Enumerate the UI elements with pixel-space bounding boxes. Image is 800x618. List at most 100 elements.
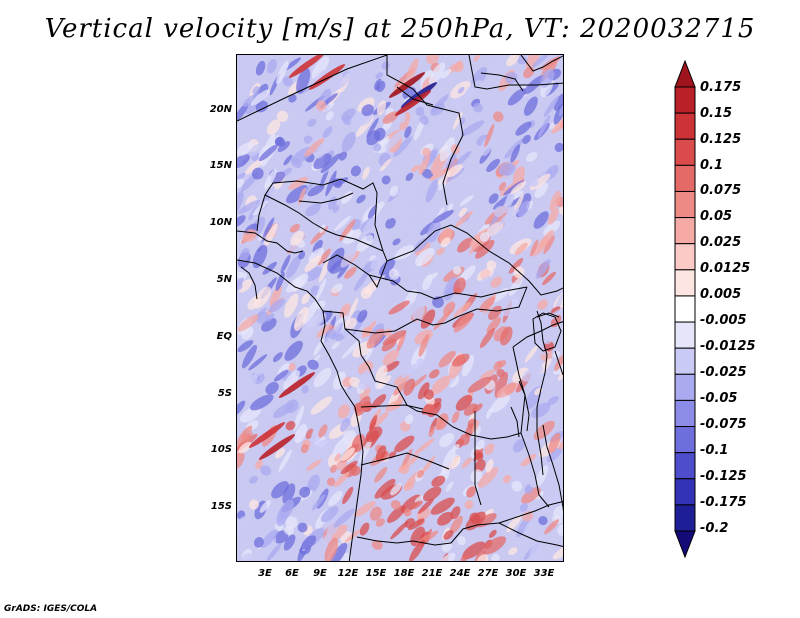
velocity-blob — [294, 424, 308, 444]
velocity-blob — [507, 88, 526, 106]
velocity-blob — [275, 448, 286, 459]
colorbar-label: 0.025 — [700, 235, 742, 250]
velocity-blob — [269, 285, 282, 307]
velocity-blob — [250, 89, 270, 106]
velocity-blob — [333, 472, 350, 488]
velocity-blob — [329, 542, 348, 561]
velocity-blob — [480, 136, 494, 156]
colorbar-cell — [674, 269, 696, 297]
velocity-blob — [274, 136, 284, 146]
velocity-blob — [357, 309, 368, 323]
velocity-blob — [275, 271, 285, 291]
colorbar-cell — [674, 347, 696, 375]
colorbar — [674, 60, 696, 558]
velocity-blob — [429, 167, 449, 181]
velocity-blob — [244, 156, 266, 175]
velocity-blob — [403, 188, 417, 201]
velocity-blob — [496, 382, 519, 398]
velocity-blob — [324, 537, 339, 561]
velocity-blob — [382, 349, 399, 366]
velocity-blob — [341, 327, 353, 339]
colorbar-cell — [674, 243, 696, 271]
velocity-blob — [502, 297, 525, 317]
velocity-blob — [405, 328, 419, 342]
velocity-blob — [383, 328, 392, 337]
velocity-blob — [324, 302, 334, 312]
colorbar-label: -0.0125 — [700, 339, 756, 354]
velocity-blob — [283, 534, 296, 551]
velocity-blob — [338, 151, 348, 161]
velocity-blob — [482, 536, 507, 555]
velocity-blob — [379, 158, 392, 172]
velocity-blob — [369, 506, 382, 521]
velocity-blob — [498, 208, 520, 225]
velocity-blob — [251, 167, 264, 180]
colorbar-label: -0.05 — [700, 391, 738, 406]
velocity-blob — [273, 530, 289, 544]
velocity-blob — [325, 485, 340, 498]
velocity-blob — [446, 481, 454, 492]
velocity-blob — [455, 394, 473, 411]
velocity-blob — [349, 377, 361, 388]
velocity-blob — [399, 302, 413, 319]
velocity-blob — [252, 86, 260, 95]
velocity-blob — [381, 61, 390, 70]
velocity-blob — [498, 181, 506, 192]
velocity-blob — [318, 424, 328, 438]
velocity-blob — [470, 469, 483, 483]
velocity-blob — [490, 394, 510, 413]
velocity-blob — [510, 144, 521, 163]
velocity-blob — [472, 102, 484, 113]
velocity-blob — [374, 467, 388, 483]
velocity-blob — [543, 95, 560, 118]
velocity-blob — [456, 536, 466, 546]
velocity-blob — [480, 369, 495, 380]
velocity-blob — [488, 529, 497, 538]
velocity-blob — [451, 411, 460, 424]
velocity-blob — [464, 500, 474, 510]
velocity-blob — [436, 413, 449, 431]
map-panel — [236, 54, 564, 562]
velocity-blob — [365, 426, 383, 443]
velocity-blob — [419, 114, 429, 125]
velocity-blob — [360, 286, 373, 299]
colorbar-cell — [674, 530, 696, 558]
velocity-blob — [307, 118, 317, 127]
velocity-blob — [432, 209, 454, 224]
velocity-blob — [548, 432, 561, 454]
velocity-blob — [522, 511, 534, 522]
velocity-blob — [525, 55, 540, 70]
colorbar-label: 0.05 — [700, 209, 733, 224]
velocity-blob — [418, 155, 431, 175]
velocity-blob — [316, 323, 332, 338]
velocity-blob — [350, 165, 361, 177]
velocity-blob — [529, 178, 539, 187]
colorbar-cell — [674, 112, 696, 140]
velocity-blob — [417, 498, 435, 514]
velocity-blob — [511, 480, 523, 492]
colorbar-label: -0.175 — [700, 495, 747, 510]
colorbar-label: 0.15 — [700, 106, 733, 121]
velocity-blob — [438, 350, 456, 368]
velocity-blob — [465, 423, 475, 438]
velocity-blob — [238, 279, 253, 293]
velocity-blob — [531, 402, 551, 419]
velocity-blob — [512, 439, 526, 453]
colorbar-cell — [674, 86, 696, 114]
velocity-blob — [512, 221, 526, 242]
velocity-blob — [486, 221, 504, 237]
velocity-blob — [390, 521, 409, 540]
velocity-blob — [472, 420, 480, 433]
velocity-blob — [313, 338, 325, 357]
velocity-blob — [337, 262, 350, 279]
velocity-blob — [273, 369, 289, 382]
lon-label-6e: 6E — [285, 568, 299, 579]
velocity-blob — [313, 439, 331, 453]
velocity-blob — [345, 528, 362, 543]
velocity-blob — [393, 136, 413, 157]
velocity-blob — [413, 238, 429, 252]
velocity-blob — [332, 205, 340, 213]
colorbar-cell — [674, 426, 696, 454]
velocity-blob — [438, 552, 456, 561]
velocity-blob — [526, 152, 538, 162]
